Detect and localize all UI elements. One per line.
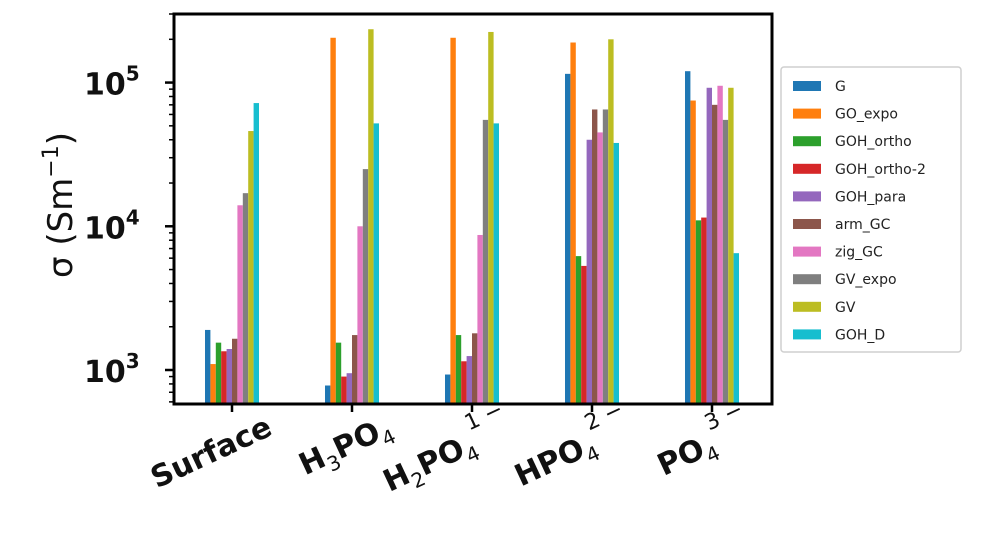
bar-G-Surface <box>205 329 211 404</box>
bar-GOH_para-HPO4_2− <box>586 139 592 404</box>
legend-swatch <box>793 301 821 312</box>
bar-GOH_D-Surface <box>253 103 259 404</box>
legend-label: GO_expo <box>835 107 898 123</box>
legend-label: zig_GC <box>835 245 883 261</box>
legend-box <box>780 66 962 353</box>
legend-label: arm_GC <box>835 217 891 233</box>
bar-GOH_para-H2PO4_1− <box>466 356 472 404</box>
bar-GOH_D-H2PO4_1− <box>493 123 499 404</box>
bar-GOH_ortho-H3PO4 <box>335 342 342 404</box>
bar-arm_GC-H3PO4 <box>352 335 358 404</box>
bar-GOH_ortho-2-HPO4_2− <box>581 265 587 404</box>
legend: G GO_expo GOH_ortho GOH_ortho-2 GOH_para arm_… <box>780 66 962 353</box>
legend-swatch <box>793 219 821 229</box>
bar-GOH_D-PO4_3− <box>733 253 739 404</box>
x-tick-label-H2PO4_1−: H2PO41 − <box>372 397 519 504</box>
bar-GO_expo-PO4_3− <box>690 100 696 404</box>
bar-zig_GC-Surface <box>237 205 243 404</box>
bar-GOH_para-Surface <box>226 349 232 404</box>
bar-GOH_ortho-2-H3PO4 <box>341 376 347 404</box>
y-axis-label: σ (Sm−1) <box>39 132 81 278</box>
bar-GOH_ortho-2-Surface <box>221 351 227 404</box>
bar-GV-Surface <box>248 131 254 405</box>
y-axis: 103 104 105 <box>84 13 174 403</box>
bar-GV-H3PO4 <box>368 29 374 405</box>
bar-GO_expo-H3PO4 <box>330 37 336 405</box>
bar-GO_expo-H2PO4_1− <box>450 37 456 405</box>
y-axis-label-exponent: −1 <box>39 145 64 177</box>
bar-G-PO4_3− <box>685 71 691 404</box>
bar-G-HPO4_2− <box>565 73 571 404</box>
bar-GOH_ortho-H2PO4_1− <box>455 335 462 404</box>
bar-GV-HPO4_2− <box>608 39 614 405</box>
y-axis-label-close: ) <box>41 132 81 145</box>
legend-swatch <box>793 108 821 119</box>
legend-label: GV <box>835 300 856 316</box>
bar-GOH_ortho-2-PO4_3− <box>701 217 707 404</box>
bar-GOH_ortho-2-H2PO4_1− <box>461 361 467 404</box>
bar-zig_GC-PO4_3− <box>717 85 723 405</box>
x-tick-label-Surface: Surface <box>146 410 278 496</box>
legend-label: GOH_D <box>835 327 885 343</box>
bar-zig_GC-H2PO4_1− <box>477 234 483 404</box>
bar-GV-PO4_3− <box>728 87 734 405</box>
legend-swatch <box>793 329 821 340</box>
legend-label: GOH_ortho-2 <box>835 162 926 178</box>
bar-arm_GC-H2PO4_1− <box>472 333 478 404</box>
legend-label: GV_expo <box>835 272 897 288</box>
bar-GV-H2PO4_1− <box>488 31 494 405</box>
bar-GO_expo-HPO4_2− <box>570 42 576 404</box>
bar-GOH_D-H3PO4 <box>373 123 379 404</box>
legend-swatch <box>793 163 821 174</box>
y-axis-label-main: σ (Sm <box>41 178 81 278</box>
legend-swatch <box>793 191 821 202</box>
y-tick-label: 103 <box>84 349 140 390</box>
legend-label: G <box>835 79 846 95</box>
bar-zig_GC-H3PO4 <box>357 226 363 404</box>
bar-arm_GC-Surface <box>232 338 238 404</box>
legend-swatch <box>793 274 821 285</box>
bar-GV_expo-PO4_3− <box>722 119 729 404</box>
bar-G-H2PO4_1− <box>445 374 451 404</box>
y-tick-label: 105 <box>84 62 140 103</box>
bar-G-H3PO4 <box>325 385 331 404</box>
bar-GOH_para-H3PO4 <box>346 373 352 404</box>
x-tick-label-HPO4_2−: HPO42 − <box>504 397 640 499</box>
bar-GOH_ortho-PO4_3− <box>695 220 702 404</box>
legend-label: GOH_para <box>835 189 906 205</box>
bar-zig_GC-HPO4_2− <box>597 132 603 404</box>
bar-arm_GC-HPO4_2− <box>592 109 598 405</box>
bar-GOH_ortho-Surface <box>215 342 222 404</box>
bar-GOH_ortho-HPO4_2− <box>575 256 582 404</box>
bar-GOH_D-HPO4_2− <box>613 142 619 404</box>
bar-GOH_para-PO4_3− <box>706 87 712 405</box>
bar-GV_expo-Surface <box>242 193 249 404</box>
bar-GV_expo-HPO4_2− <box>602 109 609 405</box>
bar-GV_expo-H2PO4_1− <box>482 119 489 404</box>
legend-swatch <box>793 136 821 147</box>
bar-arm_GC-PO4_3− <box>712 104 718 404</box>
y-tick-label: 104 <box>84 205 140 246</box>
legend-label: GOH_ortho <box>835 134 912 150</box>
bar-GV_expo-H3PO4 <box>362 169 369 404</box>
legend-swatch <box>793 81 821 91</box>
x-tick-label-PO4_3−: PO43 − <box>646 397 759 488</box>
legend-swatch <box>793 246 821 257</box>
bars-group <box>205 29 739 405</box>
bar-GO_expo-Surface <box>210 364 216 404</box>
